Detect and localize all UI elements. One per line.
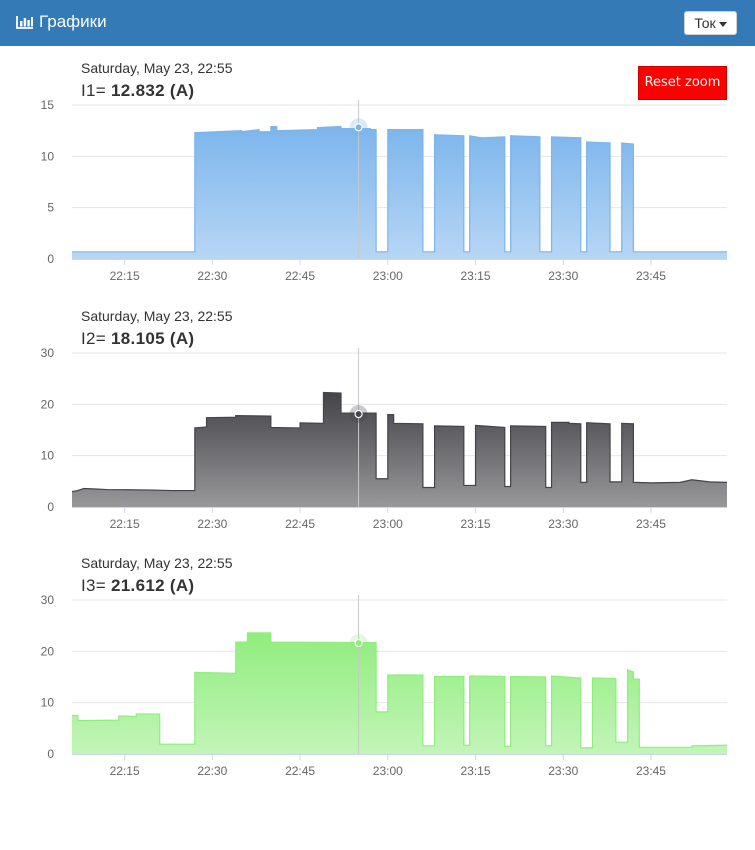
x-tick-label: 23:15 <box>461 517 491 531</box>
y-tick-label: 20 <box>41 397 55 411</box>
x-tick-label: 23:30 <box>548 764 578 778</box>
x-tick-label: 22:30 <box>197 269 227 283</box>
x-tick-label: 22:45 <box>285 517 315 531</box>
y-tick-label: 20 <box>41 644 55 658</box>
x-tick-label: 22:30 <box>197 517 227 531</box>
series-area <box>72 392 727 507</box>
y-tick-label: 30 <box>41 593 55 607</box>
tooltip-date: Saturday, May 23, 22:55 <box>81 555 233 571</box>
series-line <box>71 391 728 493</box>
y-tick-label: 10 <box>41 149 55 163</box>
x-tick-label: 23:15 <box>461 269 491 283</box>
dropdown-label: Ток <box>694 15 716 31</box>
reset-zoom-button[interactable]: Reset zoom <box>638 66 727 100</box>
tooltip-value: I2= 18.105 (A) <box>81 329 194 349</box>
y-tick-label: 10 <box>41 696 55 710</box>
chart-plot-i1[interactable]: 0 5 10 15 22:15 22:30 22:45 23:00 23:15 23:30 23:4… <box>0 58 755 298</box>
chart-plot-i3[interactable]: 0 10 20 30 22:15 22:30 22:45 23:00 23:15 23:30 23:… <box>0 553 755 793</box>
x-tick-label: 23:45 <box>636 269 666 283</box>
tooltip-date: Saturday, May 23, 22:55 <box>81 60 233 76</box>
tooltip-value: I1= 12.832 (A) <box>81 81 194 101</box>
hover-point <box>354 409 363 419</box>
x-tick-label: 22:15 <box>110 517 140 531</box>
x-tick-label: 23:45 <box>636 764 666 778</box>
x-tick-label: 22:45 <box>285 764 315 778</box>
measurement-dropdown[interactable]: Ток <box>684 11 737 35</box>
x-tick-label: 23:00 <box>373 764 403 778</box>
x-tick-label: 22:30 <box>197 764 227 778</box>
y-tick-label: 0 <box>47 747 54 761</box>
y-tick-label: 15 <box>41 98 55 112</box>
tooltip-series-value: 18.105 (A) <box>111 329 195 348</box>
series-line <box>72 125 727 253</box>
tooltip-series-value: 12.832 (A) <box>111 81 195 100</box>
x-tick-label: 23:00 <box>373 269 403 283</box>
x-tick-label: 23:45 <box>636 517 666 531</box>
x-tick-label: 23:30 <box>548 517 578 531</box>
x-tick-label: 23:15 <box>461 764 491 778</box>
tooltip-series-label: I1= <box>81 81 107 100</box>
x-tick-label: 22:45 <box>285 269 315 283</box>
header-title-text: Графики <box>39 12 107 31</box>
series-line <box>72 632 728 749</box>
caret-down-icon <box>718 21 727 27</box>
chart-current-i1[interactable]: 0 5 10 15 22:15 22:30 22:45 23:00 23:15 23:30 23:4… <box>0 58 755 298</box>
app-header: Графики Ток <box>0 0 755 46</box>
header-title: Графики <box>16 12 107 32</box>
series-area <box>72 126 727 259</box>
y-tick-label: 30 <box>41 346 55 360</box>
x-tick-label: 22:15 <box>110 764 140 778</box>
y-tick-label: 0 <box>47 500 54 514</box>
tooltip-series-value: 21.612 (A) <box>111 576 195 595</box>
x-tick-label: 23:00 <box>373 517 403 531</box>
chart-plot-i2[interactable]: 0 10 20 30 22:15 22:30 22:45 23:00 23:15 23:30 23:… <box>0 306 755 546</box>
x-tick-label: 23:30 <box>548 269 578 283</box>
bar-chart-icon <box>16 16 33 29</box>
hover-point <box>354 123 363 132</box>
tooltip-series-label: I3= <box>81 576 107 595</box>
y-tick-label: 0 <box>47 252 54 266</box>
tooltip-value: I3= 21.612 (A) <box>81 576 194 596</box>
y-tick-label: 5 <box>47 201 54 215</box>
chart-current-i3[interactable]: 0 10 20 30 22:15 22:30 22:45 23:00 23:15 23:30 23:… <box>0 553 755 793</box>
x-tick-label: 22:15 <box>110 269 140 283</box>
tooltip-date: Saturday, May 23, 22:55 <box>81 308 233 324</box>
tooltip-series-label: I2= <box>81 329 107 348</box>
chart-current-i2[interactable]: 0 10 20 30 22:15 22:30 22:45 23:00 23:15 23:30 23:… <box>0 306 755 546</box>
y-tick-label: 10 <box>41 449 55 463</box>
hover-point <box>354 638 363 648</box>
